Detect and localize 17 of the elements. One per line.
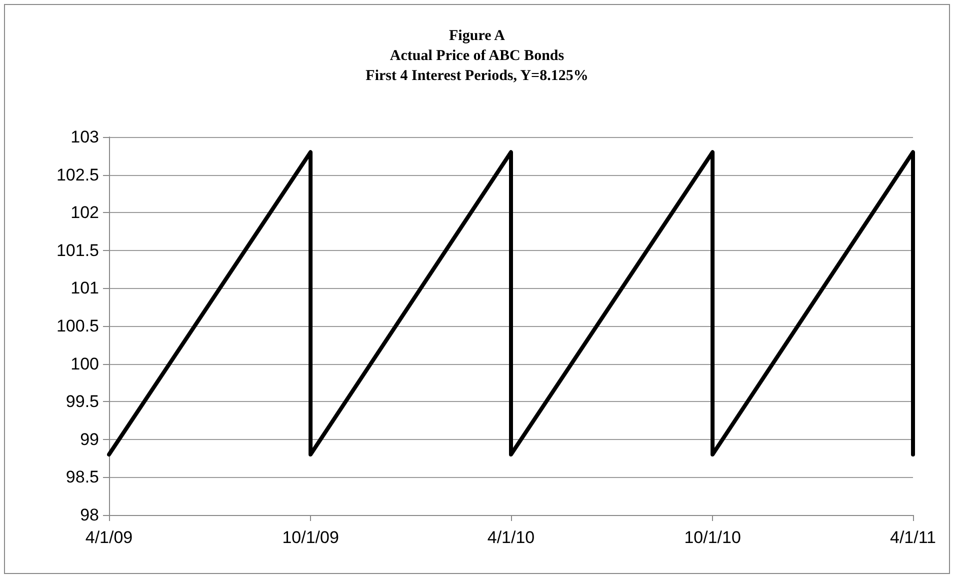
x-tick-label: 4/1/09 [85,528,133,547]
y-tick-label: 98 [80,506,99,524]
y-tick-label: 101.5 [56,240,99,260]
y-tick-label: 99.5 [66,392,99,412]
chart-title: Figure A Actual Price of ABC Bonds First 4 Interest Periods, Y=8.125% [366,28,588,84]
y-tick-label: 100 [70,354,99,374]
x-tick-label: 10/1/09 [282,528,339,547]
y-tick-label: 103 [70,128,99,146]
y-tick-label: 100.5 [56,316,99,336]
x-tick-label: 4/1/11 [890,528,936,547]
y-tick-label: 102.5 [56,165,99,184]
x-tick-label: 4/1/10 [487,528,535,547]
y-tick-label: 98.5 [66,468,99,487]
y-tick-label: 102 [70,203,99,222]
x-tick-label: 10/1/10 [684,528,741,547]
y-tick-label: 99 [80,430,99,449]
y-tick-label: 101 [70,278,99,298]
